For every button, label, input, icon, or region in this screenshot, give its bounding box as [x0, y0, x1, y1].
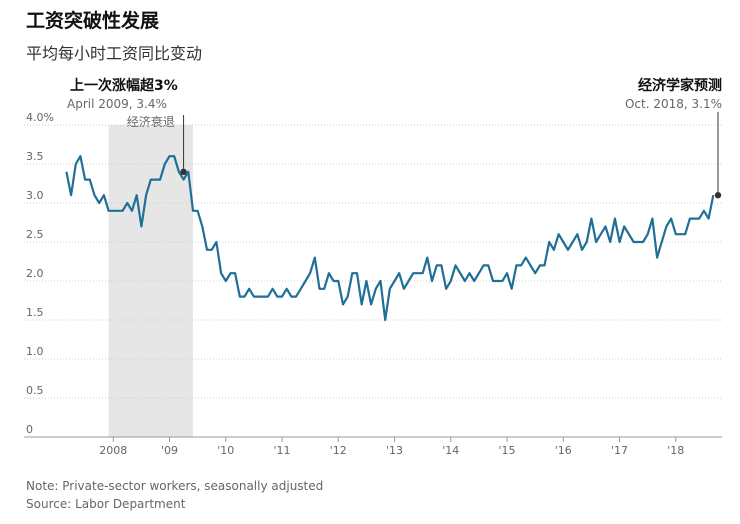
series-layer	[65, 155, 715, 322]
x-axis: 2008 '09 '10 '11 '12 '13 '14 '15 '16 '17 '18	[99, 437, 684, 457]
x-tick-label: '10	[217, 444, 234, 457]
x-tick-label: '16	[555, 444, 572, 457]
series-line	[65, 155, 715, 322]
x-tick-label: '14	[442, 444, 459, 457]
annotation-layer: 上一次涨幅超3% April 2009, 3.4% 经济学家预测 Oct. 2018,…	[67, 77, 722, 199]
x-tick-label: 2008	[99, 444, 127, 457]
annotation-subtitle: Oct. 2018, 3.1%	[625, 97, 722, 111]
recession-band-layer: 经济衰退	[108, 114, 193, 437]
y-tick-label: 1.0	[26, 345, 44, 358]
y-tick-label: 3.5	[26, 150, 44, 163]
annotation-marker	[714, 192, 722, 199]
y-tick-label: 2.5	[26, 228, 44, 241]
chart-source: Source: Labor Department	[26, 497, 186, 511]
annotation-marker	[180, 168, 187, 175]
y-tick-label: 2.0	[26, 267, 44, 280]
recession-label: 经济衰退	[127, 114, 175, 129]
chart-note: Note: Private-sector workers, seasonally…	[26, 479, 324, 493]
annotation-title: 上一次涨幅超3%	[70, 77, 178, 94]
y-tick-label: 4.0%	[26, 111, 54, 124]
y-tick-label: 1.5	[26, 306, 44, 319]
y-axis: 4.0% 3.5 3.0 2.5 2.0 1.5 1.0 0.5 0	[26, 111, 54, 436]
y-tick-label: 0	[26, 423, 33, 436]
x-tick-label: '17	[611, 444, 628, 457]
grid-layer	[24, 124, 722, 438]
chart-title: 工资突破性发展	[26, 10, 160, 32]
y-tick-label: 3.0	[26, 189, 44, 202]
x-tick-label: '12	[330, 444, 347, 457]
x-tick-label: '18	[667, 444, 684, 457]
x-tick-label: '13	[386, 444, 403, 457]
x-tick-label: '15	[499, 444, 516, 457]
annotation-subtitle: April 2009, 3.4%	[67, 97, 167, 111]
x-tick-label: '11	[274, 444, 291, 457]
x-tick-label: '09	[161, 444, 178, 457]
y-tick-label: 0.5	[26, 384, 44, 397]
chart-subtitle: 平均每小时工资同比变动	[26, 44, 203, 63]
annotation-title: 经济学家预测	[638, 77, 722, 94]
